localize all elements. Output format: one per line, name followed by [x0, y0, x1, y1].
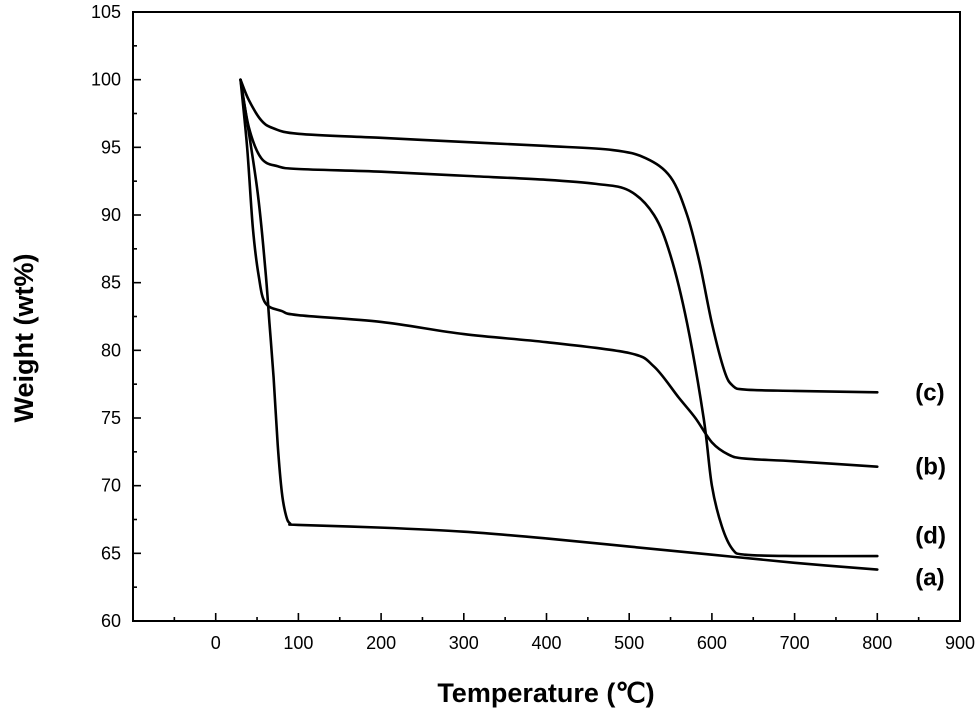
x-tick-label: 900	[945, 633, 975, 653]
x-tick-label: 300	[449, 633, 479, 653]
series-label: (d)	[915, 523, 946, 550]
x-tick-label: 400	[531, 633, 561, 653]
y-tick-label: 70	[101, 476, 121, 496]
x-tick-label: 500	[614, 633, 644, 653]
y-tick-label: 60	[101, 611, 121, 631]
series-line	[239, 78, 879, 558]
y-tick-label: 65	[101, 543, 121, 563]
y-tick-labels: 60 65 70 75 80 85 90 95 100 105	[91, 2, 121, 631]
y-tick-label: 105	[91, 2, 121, 22]
x-tick-label: 800	[862, 633, 892, 653]
y-axis-title: Weight (wt%)	[9, 254, 39, 423]
series-line	[239, 78, 879, 571]
series-line	[239, 78, 879, 469]
series-label: (b)	[915, 454, 946, 481]
series-label: (c)	[915, 379, 944, 406]
y-tick-label: 100	[91, 70, 121, 90]
series-labels: (a) (b) (c) (d)	[915, 379, 946, 591]
x-tick-labels: 0 100 200 300 400 500 600 700 800 900	[211, 633, 975, 653]
x-tick-label: 100	[283, 633, 313, 653]
tick-marks	[133, 11, 961, 622]
x-tick-label: 700	[780, 633, 810, 653]
y-tick-label: 80	[101, 340, 121, 360]
series-curves	[239, 78, 879, 571]
y-tick-label: 95	[101, 137, 121, 157]
y-tick-label: 85	[101, 273, 121, 293]
x-axis-title: Temperature (℃)	[437, 678, 654, 708]
x-tick-label: 600	[697, 633, 727, 653]
plot-frame	[132, 11, 961, 622]
x-tick-label: 200	[366, 633, 396, 653]
series-line	[239, 78, 879, 394]
y-tick-label: 90	[101, 205, 121, 225]
x-tick-label: 0	[211, 633, 221, 653]
series-label: (a)	[915, 565, 944, 592]
y-tick-label: 75	[101, 408, 121, 428]
